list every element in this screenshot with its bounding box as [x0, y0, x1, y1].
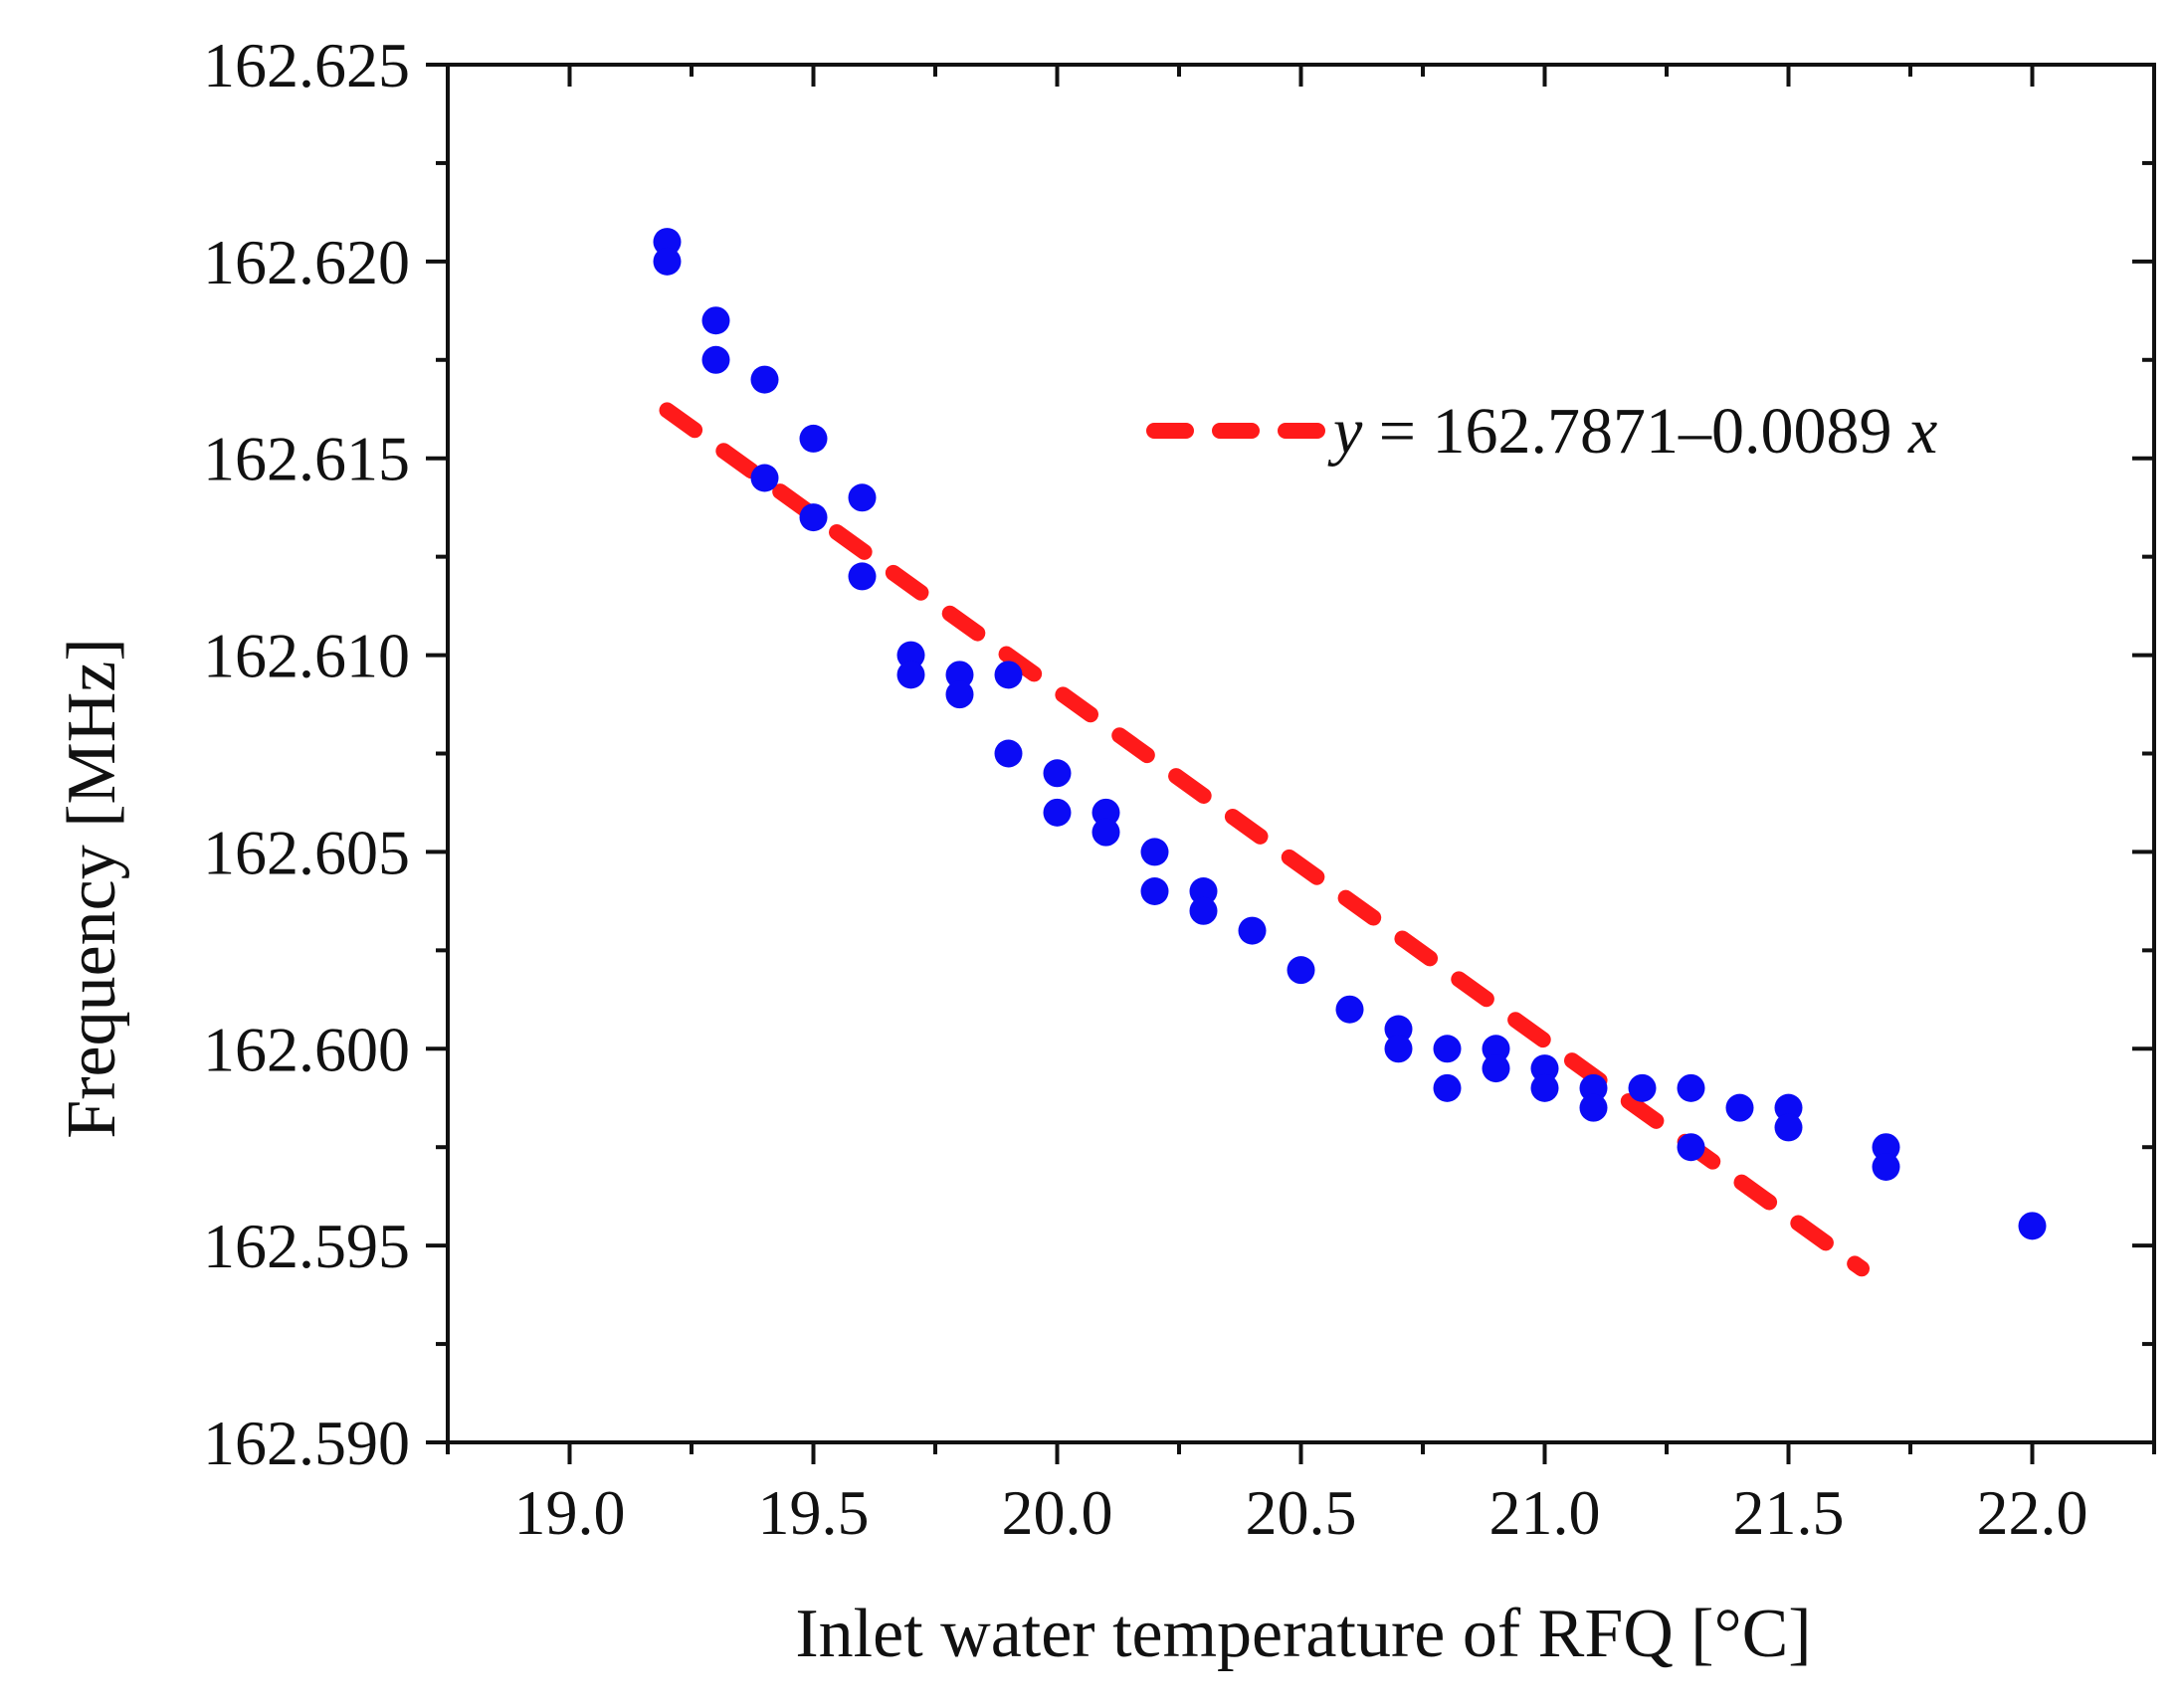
data-point	[945, 661, 974, 689]
data-point	[1530, 1073, 1559, 1102]
data-point	[1384, 1035, 1413, 1063]
y-tick-label: 162.605	[203, 817, 410, 887]
data-point	[653, 228, 682, 257]
x-axis-title: Inlet water temperature of RFQ [°C]	[795, 1596, 1811, 1672]
y-tick-label: 162.590	[203, 1408, 410, 1478]
data-point	[1725, 1093, 1754, 1122]
data-point	[1774, 1093, 1803, 1122]
data-point	[1140, 838, 1169, 866]
data-point	[1774, 1113, 1803, 1142]
data-point	[896, 641, 925, 669]
y-tick-label: 162.595	[203, 1211, 410, 1281]
data-point	[1482, 1035, 1510, 1063]
y-tick-label: 162.620	[203, 227, 410, 297]
data-point	[1628, 1073, 1657, 1102]
data-point	[1238, 916, 1267, 945]
data-point	[1433, 1035, 1462, 1063]
data-point	[799, 503, 828, 532]
data-point	[1677, 1073, 1705, 1102]
legend: y = 162.7871–0.0089 x	[1146, 395, 1937, 468]
fit-line	[659, 402, 1870, 1277]
data-point	[1335, 995, 1364, 1024]
data-point	[1043, 759, 1072, 788]
data-point	[1189, 896, 1218, 925]
data-point	[1579, 1073, 1608, 1102]
data-point	[1677, 1133, 1705, 1162]
data-point	[1530, 1054, 1559, 1083]
data-point	[701, 345, 730, 374]
data-point	[750, 464, 779, 492]
y-tick-label: 162.615	[203, 424, 410, 494]
data-point	[2018, 1212, 2047, 1240]
data-point	[1140, 877, 1169, 905]
data-point	[750, 365, 779, 394]
data-point	[994, 661, 1023, 689]
legend-label-x: x	[1907, 395, 1937, 468]
data-point	[848, 483, 877, 512]
data-point	[896, 661, 925, 689]
data-point	[1287, 956, 1315, 985]
data-point	[945, 680, 974, 709]
legend-label-equation: = 162.7871–0.0089	[1362, 395, 1908, 468]
data-point	[1433, 1073, 1462, 1102]
data-point	[1091, 798, 1120, 827]
x-tick-label: 22.0	[1977, 1477, 2088, 1548]
legend-label-y: y	[1327, 395, 1363, 468]
data-point	[1091, 818, 1120, 847]
y-tick-label: 162.610	[203, 621, 410, 691]
data-point	[1872, 1133, 1900, 1162]
data-point	[1872, 1153, 1900, 1181]
x-tick-label: 19.0	[514, 1477, 626, 1548]
data-point	[1482, 1054, 1510, 1083]
y-axis-title: Frequency [MHz]	[54, 638, 130, 1138]
legend-label: y = 162.7871–0.0089 x	[1327, 395, 1937, 468]
data-point	[1043, 798, 1072, 827]
data-point	[1384, 1015, 1413, 1044]
data-point	[1189, 877, 1218, 905]
data-point	[799, 424, 828, 453]
data-point	[653, 247, 682, 276]
data-point	[1579, 1093, 1608, 1122]
y-tick-label: 162.625	[203, 30, 410, 100]
data-point	[701, 306, 730, 335]
data-point	[848, 562, 877, 591]
x-tick-label: 21.0	[1489, 1477, 1601, 1548]
x-tick-label: 20.0	[1002, 1477, 1113, 1548]
x-tick-label: 20.5	[1246, 1477, 1357, 1548]
x-tick-label: 19.5	[758, 1477, 870, 1548]
y-tick-label: 162.600	[203, 1014, 410, 1084]
x-tick-label: 21.5	[1733, 1477, 1845, 1548]
data-point	[994, 739, 1023, 768]
